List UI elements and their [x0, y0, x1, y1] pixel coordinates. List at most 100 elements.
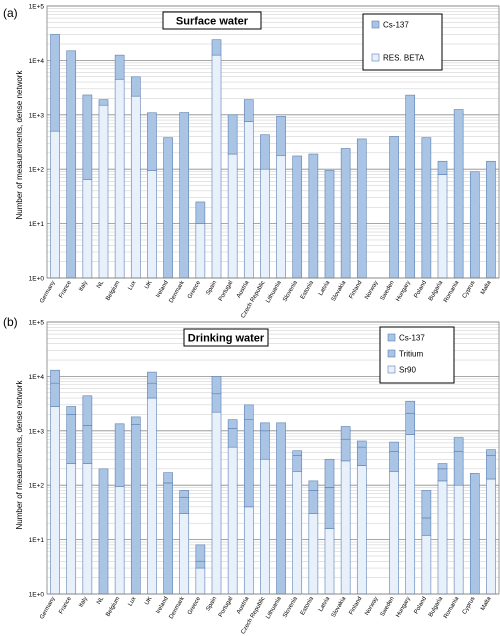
- y-axis-label: Number of measurements, dense network: [15, 70, 24, 220]
- bar-segment: [340, 438, 351, 462]
- x-tick-label: France: [58, 279, 73, 299]
- x-tick-label: Portugal: [218, 280, 234, 302]
- bar-segment: [469, 473, 480, 595]
- bar-segment: [147, 382, 157, 399]
- x-tick-label: Belgium: [105, 280, 121, 302]
- bar-segment: [308, 480, 319, 491]
- bar-segment: [243, 506, 254, 595]
- bar-segment: [179, 496, 190, 514]
- bar-segment: [276, 422, 286, 595]
- x-tick-label: Norway: [364, 280, 379, 301]
- x-tick-label: Romania: [443, 595, 461, 619]
- bar-segment: [340, 148, 351, 279]
- bar-segment: [66, 50, 77, 279]
- bar-segment: [389, 136, 399, 279]
- bar-segment: [405, 94, 416, 279]
- panel-label: (a): [3, 6, 18, 20]
- bar-segment: [486, 478, 496, 595]
- bar-segment: [130, 424, 141, 595]
- x-tick-label: Ireland: [155, 596, 169, 615]
- bar-segment: [405, 412, 416, 435]
- x-tick-label: Slovenia: [282, 595, 299, 619]
- y-tick-label: 1E+2: [29, 483, 45, 490]
- bar-segment: [82, 179, 93, 279]
- bar-segment: [453, 437, 464, 452]
- bar-segment: [486, 449, 496, 456]
- bar-segment: [324, 528, 335, 595]
- bar-segment: [308, 153, 319, 279]
- plot-border: [46, 321, 500, 595]
- x-tick-label: Finland: [348, 280, 363, 300]
- x-tick-label: Ireland: [155, 280, 169, 299]
- bar-segment: [308, 513, 319, 595]
- y-tick-labels: 1E+0 1E+1 1E+2 1E+3 1E+4 1E+5: [29, 4, 45, 283]
- x-tick-label: Cyprus: [462, 280, 477, 299]
- y-tick-label: 1E+5: [29, 4, 45, 11]
- bar-segment: [243, 404, 254, 420]
- y-tick-label: 1E+1: [29, 221, 45, 228]
- x-tick-label: Spain: [205, 596, 218, 612]
- y-tick-labels: 1E+0 1E+1 1E+2 1E+3 1E+4 1E+5: [29, 320, 45, 599]
- x-tick-label: Latvia: [318, 595, 332, 612]
- bar-segment: [324, 458, 335, 488]
- legend-swatch-cs137: [371, 20, 380, 29]
- panel-label: (b): [3, 315, 18, 329]
- bar-segment: [437, 480, 448, 595]
- bar-segment: [260, 134, 270, 170]
- x-tick-label: Slovenia: [282, 279, 299, 303]
- bar-segment: [260, 430, 270, 460]
- y-tick-label: 1E+0: [29, 592, 45, 599]
- legend: Cs-137 Tritium Sr90: [379, 326, 455, 384]
- bar-segment: [292, 450, 303, 456]
- x-tick-label: Slovakia: [331, 279, 348, 302]
- bar-segment: [389, 471, 399, 595]
- x-tick-label: Sweden: [380, 596, 396, 618]
- x-tick-labels: Germany France Italy NL Belgium Lux UK IrelandD…: [39, 595, 493, 635]
- bar-segment: [114, 423, 125, 487]
- legend-swatch-res-beta: [371, 53, 380, 62]
- bar-segment: [243, 99, 254, 122]
- bar-segment: [356, 465, 367, 595]
- x-tick-label: Malta: [480, 279, 493, 295]
- x-tick-label: Cyprus: [462, 596, 477, 615]
- plot-border: [46, 5, 500, 279]
- x-tick-label: Slovakia: [331, 595, 348, 618]
- x-tick-label: UK: [144, 596, 153, 606]
- bar-segment: [227, 114, 238, 155]
- bar-segment: [147, 170, 157, 279]
- bar-segment: [227, 446, 238, 595]
- y-axis-title: Number of measurements, dense network: [15, 70, 24, 220]
- bar-segment: [260, 458, 270, 595]
- legend-swatch-tritium: [387, 349, 396, 358]
- bar-segment: [50, 382, 60, 407]
- bar-segment: [195, 201, 206, 224]
- x-tick-label: UK: [144, 280, 153, 290]
- bar-segment: [163, 472, 173, 484]
- x-tick-label: Lithuania: [265, 595, 283, 620]
- y-tick-label: 1E+1: [29, 537, 45, 544]
- bar-segment: [195, 544, 206, 562]
- x-tick-label: Belgium: [105, 596, 121, 618]
- legend-swatch-cs137: [387, 333, 396, 342]
- x-tick-label: Lithuania: [265, 279, 283, 304]
- chart-title: Surface water: [176, 16, 249, 28]
- x-tick-label: Romania: [443, 279, 461, 303]
- bar-segment: [114, 486, 125, 595]
- x-tick-label: Estonia: [300, 279, 316, 300]
- bar-segment: [356, 446, 367, 466]
- y-tick-label: 1E+3: [29, 112, 45, 119]
- bar-segment: [98, 104, 109, 279]
- bar-segment: [243, 121, 254, 279]
- chart-title: Drinking water: [188, 333, 265, 345]
- bar-segment: [292, 155, 303, 279]
- x-tick-label: Hungary: [395, 280, 412, 303]
- x-tick-labels: Germany France Italy NL Belgium Lux UK IrelandD…: [39, 279, 493, 319]
- bar-segment: [421, 517, 432, 536]
- x-tick-label: NL: [96, 279, 105, 289]
- x-tick-label: Lux: [127, 280, 137, 291]
- bar-segment: [276, 155, 286, 279]
- legend-label-res-beta: RES. BETA: [383, 54, 425, 63]
- bar-segment: [163, 482, 173, 595]
- legend-swatch-sr90: [387, 365, 396, 374]
